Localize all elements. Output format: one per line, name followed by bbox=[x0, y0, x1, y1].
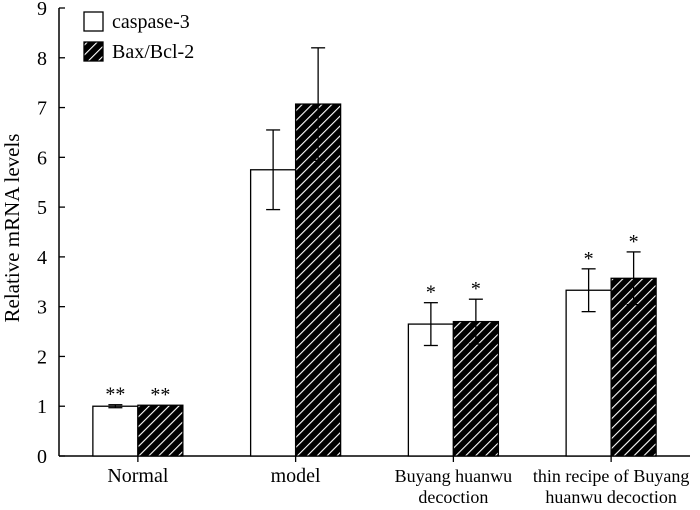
y-tick-label: 9 bbox=[37, 0, 47, 20]
bar-bax-bcl-2 bbox=[137, 404, 184, 457]
legend-label: Bax/Bcl-2 bbox=[112, 41, 194, 63]
y-tick-label: 6 bbox=[37, 147, 47, 169]
legend-swatch bbox=[83, 41, 104, 62]
bars: ** *** *** bbox=[92, 47, 657, 457]
x-tick-label: thin recipe of Buyang huanwu decoction bbox=[533, 466, 689, 507]
x-tick-label-line: thin recipe of Buyang bbox=[533, 466, 689, 486]
significance-marker: ** bbox=[150, 384, 170, 406]
y-tick-label: 8 bbox=[37, 48, 47, 70]
y-tick-label: 0 bbox=[37, 446, 47, 468]
legend-swatch bbox=[83, 11, 104, 32]
x-tick-label: Buyang huanwu decoction bbox=[395, 466, 512, 507]
significance-marker: ** bbox=[105, 384, 125, 406]
bar-caspase-3 bbox=[565, 289, 612, 457]
x-tick-label-line: decoction bbox=[418, 487, 488, 507]
x-tick-label: Normal bbox=[107, 465, 169, 487]
y-tick-label: 2 bbox=[37, 346, 47, 368]
x-tick-label-line: Normal bbox=[107, 465, 169, 487]
legend-label: caspase-3 bbox=[112, 11, 190, 33]
bar-bax-bcl-2 bbox=[294, 103, 342, 457]
axes: 0 1 2 3 4 5 6 7 8 9 Normal model Buyang huanwu decoct… bbox=[37, 0, 690, 507]
x-tick-label-line: huanwu decoction bbox=[545, 487, 676, 507]
y-tick-label: 3 bbox=[37, 297, 47, 319]
y-tick-label: 5 bbox=[37, 197, 47, 219]
y-axis-label: Relative mRNA levels bbox=[0, 134, 24, 323]
significance-marker: * bbox=[426, 282, 436, 304]
legend: caspase-3 Bax/Bcl-2 bbox=[83, 11, 194, 63]
y-tick-label: 4 bbox=[37, 247, 47, 269]
significance-marker: * bbox=[584, 248, 594, 270]
bar-caspase-3 bbox=[92, 405, 139, 457]
bar-caspase-3 bbox=[249, 169, 297, 457]
x-tick-label: model bbox=[271, 465, 321, 487]
x-tick-label-line: model bbox=[271, 465, 321, 487]
y-tick-label: 7 bbox=[37, 98, 47, 120]
y-tick-label: 1 bbox=[37, 396, 47, 418]
significance-marker: * bbox=[471, 278, 481, 300]
significance-marker: * bbox=[629, 231, 639, 253]
x-tick-label-line: Buyang huanwu bbox=[395, 466, 512, 486]
